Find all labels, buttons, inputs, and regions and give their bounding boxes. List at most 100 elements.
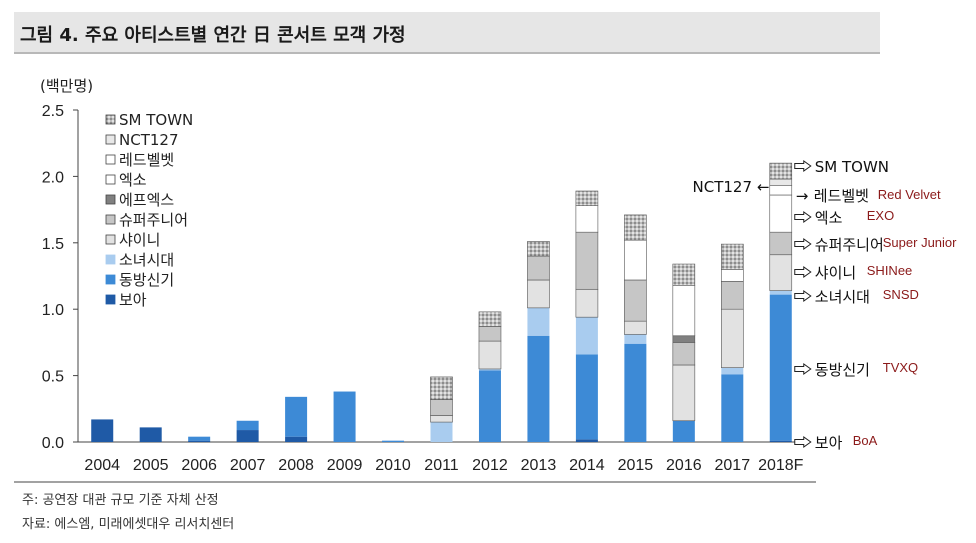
- legend-label-snsd: 소녀시대: [119, 251, 174, 269]
- bar-segment-shinee: [672, 364, 696, 422]
- annotation-en-boa: BoA: [853, 433, 878, 448]
- right-arrow-icon: →: [796, 187, 809, 205]
- bar-segment-boa: [91, 419, 114, 442]
- y-tick-label: 1.5: [42, 236, 64, 253]
- annotation-label-shinee: 샤이니: [815, 264, 856, 282]
- bar-segment-fx: [672, 335, 696, 343]
- bar-segment-snsd: [769, 290, 792, 295]
- annotation-arrow-icon: [794, 211, 812, 223]
- annotation-arrow-icon: [794, 160, 812, 172]
- bar-segment-nct127: [769, 178, 793, 186]
- legend-swatch-tvxq: [105, 274, 116, 285]
- legend-label-fx: 에프엑스: [119, 191, 174, 209]
- annotation-en-exo: EXO: [867, 208, 894, 223]
- bar-segment-exo: [720, 269, 744, 282]
- bar-segment-tvxq: [285, 396, 308, 437]
- x-tick-label: 2015: [618, 457, 654, 474]
- bar-segment-boa: [285, 436, 308, 442]
- x-tick-label: 2010: [375, 457, 411, 474]
- legend-swatch-nct127: [105, 134, 116, 145]
- x-tick-label: 2017: [715, 457, 751, 474]
- bar-segment-exo: [672, 284, 696, 337]
- bar-segment-snsd: [624, 334, 647, 344]
- bar-segment-tvxq: [236, 420, 259, 431]
- bar-segment-tvxq: [478, 370, 501, 442]
- bar-segment-redvelvet: [769, 185, 793, 196]
- bar-segment-snsd: [478, 368, 501, 371]
- x-tick-label: 2014: [569, 457, 605, 474]
- annotation-en-snsd: SNSD: [883, 287, 919, 302]
- bar-segment-boa: [188, 440, 211, 442]
- legend: SM TOWN NCT127 레드벨벳엑소에프엑스슈퍼주니어샤이니소녀시대동방신기보…: [105, 111, 193, 309]
- bar-segment-exo: [624, 239, 647, 281]
- legend-swatch-boa: [105, 294, 116, 305]
- annotation-en-tvxq: TVXQ: [883, 360, 918, 375]
- bar-segment-superjunior: [478, 326, 502, 342]
- bar-segment-boa: [139, 427, 162, 442]
- legend-label-superjunior: 슈퍼주니어: [119, 211, 188, 229]
- bar-segment-tvxq: [382, 440, 405, 442]
- legend-label-redvelvet: 레드벨벳: [119, 151, 174, 169]
- x-tick-label: 2009: [327, 457, 363, 474]
- annotation-label-superjunior: 슈퍼주니어: [815, 236, 884, 254]
- bar-segment-superjunior: [430, 399, 453, 416]
- bar-segment-snsd: [721, 367, 744, 375]
- bar-segment-smtown: [478, 311, 502, 327]
- bar-segment-superjunior: [527, 255, 550, 281]
- annotation-label-redvelvet: 레드벨벳: [814, 187, 869, 205]
- bar-segment-shinee: [720, 308, 744, 368]
- bar-segment-tvxq: [575, 354, 598, 440]
- annotation-en-redvelvet: Red Velvet: [878, 187, 941, 202]
- figure-title: 그림 4. 주요 아티스트별 연간 日 콘서트 모객 가정: [20, 25, 406, 46]
- bar-segment-superjunior: [624, 279, 647, 322]
- annotation-label-smtown: SM TOWN: [815, 158, 889, 176]
- bar-segment-tvxq: [188, 436, 211, 441]
- legend-swatch-snsd: [105, 254, 116, 265]
- annotation-arrow-icon: [794, 363, 812, 375]
- bar-segment-tvxq: [769, 294, 792, 441]
- bar-segment-smtown: [720, 243, 744, 270]
- legend-label-boa: 보아: [119, 291, 147, 309]
- bar-segment-tvxq: [721, 374, 744, 442]
- bar-segment-shinee: [527, 279, 550, 309]
- bar-segment-superjunior: [720, 281, 744, 310]
- legend-swatch-redvelvet: [105, 154, 116, 165]
- annotation-label-tvxq: 동방신기: [815, 361, 870, 379]
- annotation-label-nct127: NCT127: [693, 178, 753, 196]
- legend-swatch-superjunior: [105, 214, 116, 225]
- annotation-label-boa: 보아: [815, 434, 843, 452]
- annotation-arrow-icon: [794, 266, 812, 278]
- annotation-en-superjunior: Super Junior: [883, 235, 957, 250]
- x-tick-label: 2004: [84, 457, 120, 474]
- bar-segment-boa: [575, 439, 598, 442]
- y-unit-label: (백만명): [40, 77, 94, 95]
- annotation-label-exo: 엑소: [815, 209, 843, 227]
- bar-segment-superjunior: [672, 342, 696, 366]
- x-tick-label: 2018F: [758, 457, 804, 474]
- bar-segment-shinee: [769, 254, 793, 291]
- y-tick-label: 2.5: [42, 103, 64, 120]
- bar-segment-smtown: [624, 214, 647, 241]
- bar-segment-tvxq: [333, 391, 356, 442]
- bar-segment-snsd: [430, 422, 453, 442]
- x-tick-label: 2006: [181, 457, 217, 474]
- x-tick-label: 2012: [472, 457, 508, 474]
- bar-segment-tvxq: [672, 420, 695, 442]
- y-tick-label: 0.5: [42, 369, 64, 386]
- bar-segment-tvxq: [624, 343, 647, 442]
- bar-segment-smtown: [672, 263, 696, 286]
- legend-swatch-fx: [105, 194, 116, 205]
- x-tick-label: 2016: [666, 457, 702, 474]
- bar-segment-shinee: [575, 288, 599, 318]
- x-tick-label: 2013: [521, 457, 557, 474]
- bar-segment-boa: [236, 430, 259, 442]
- bar-segment-boa: [769, 440, 792, 442]
- bar-segment-exo: [575, 205, 599, 233]
- y-tick-label: 2.0: [42, 169, 64, 186]
- bar-segment-snsd: [527, 307, 550, 336]
- legend-swatch-smtown: [105, 114, 116, 125]
- annotation-arrow-icon: [794, 436, 812, 448]
- x-tick-label: 2005: [133, 457, 169, 474]
- legend-label-nct127: NCT127: [119, 131, 179, 149]
